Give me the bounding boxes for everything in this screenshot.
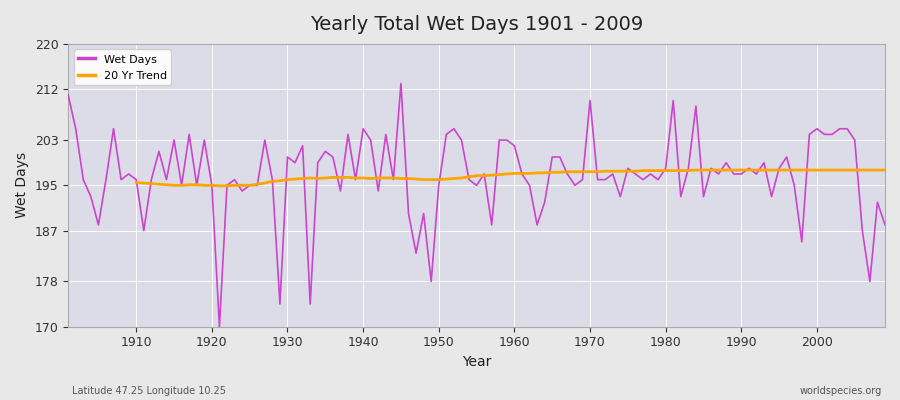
Wet Days <box>297 143 308 148</box>
Wet Days <box>343 132 354 137</box>
20 Yr Trend <box>690 168 701 172</box>
Y-axis label: Wet Days: Wet Days <box>15 152 29 218</box>
20 Yr Trend <box>524 171 535 176</box>
20 Yr Trend <box>857 168 868 172</box>
20 Yr Trend <box>282 177 292 182</box>
Wet Days <box>123 172 134 176</box>
Legend: Wet Days, 20 Yr Trend: Wet Days, 20 Yr Trend <box>74 50 171 86</box>
Wet Days <box>524 183 535 188</box>
Wet Days <box>63 92 74 97</box>
Line: 20 Yr Trend: 20 Yr Trend <box>136 170 885 186</box>
Wet Days <box>517 172 527 176</box>
Line: Wet Days: Wet Days <box>68 84 885 327</box>
20 Yr Trend <box>130 180 141 185</box>
20 Yr Trend <box>834 168 845 172</box>
Wet Days <box>879 222 890 227</box>
Wet Days <box>214 324 225 329</box>
Text: Latitude 47.25 Longitude 10.25: Latitude 47.25 Longitude 10.25 <box>72 386 226 396</box>
Text: worldspecies.org: worldspecies.org <box>800 386 882 396</box>
20 Yr Trend <box>585 169 596 174</box>
20 Yr Trend <box>879 168 890 172</box>
Title: Yearly Total Wet Days 1901 - 2009: Yearly Total Wet Days 1901 - 2009 <box>310 15 644 34</box>
X-axis label: Year: Year <box>462 355 491 369</box>
Wet Days <box>615 194 626 199</box>
20 Yr Trend <box>214 184 225 188</box>
20 Yr Trend <box>312 176 323 181</box>
Wet Days <box>395 81 406 86</box>
